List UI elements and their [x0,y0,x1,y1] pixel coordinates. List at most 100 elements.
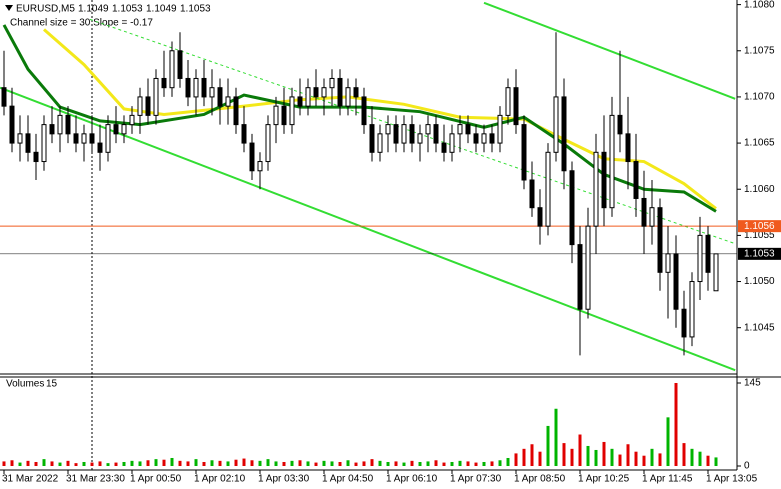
candle-body [553,96,559,153]
x-tick-label: 1 Apr 08:50 [514,474,566,485]
x-tick-label: 1 Apr 07:30 [450,474,502,485]
volume-bar [562,443,566,466]
volume-bar [114,462,118,466]
candle-body [441,142,447,153]
candle-body [633,161,639,199]
volume-bar [362,461,366,466]
volume-bar [594,449,598,466]
volume-bar [370,459,374,466]
candle-body [313,87,319,98]
x-tick-label: 1 Apr 11:45 [642,474,693,485]
candle-body [121,124,127,135]
candle-body [345,87,351,107]
volume-bar [10,460,14,466]
y-tick-label: 1.1070 [744,92,775,103]
symbol: EURUSD,M5 [16,4,75,15]
volume-bar [138,461,142,466]
x-tick-label: 1 Apr 00:50 [130,474,182,485]
volume-bar [634,451,638,466]
volume-bar [290,460,294,466]
volume-bar [714,457,718,466]
y-tick-label: 1.1050 [744,276,775,287]
candle-body [377,133,383,153]
overlay-line [43,28,717,210]
candle-body [665,253,671,273]
candle-body [297,96,303,107]
volume-tick-label: 145 [744,378,761,389]
volume-bar [186,461,190,466]
volume-bar [146,460,150,466]
candle-body [41,124,47,163]
candle-body [57,114,63,135]
candle-body [385,124,391,135]
volume-bar [274,461,278,466]
volume-bar [626,444,630,466]
candle-body [105,124,111,153]
volume-bar [418,461,422,466]
x-tick-label: 31 Mar 23:30 [66,474,125,485]
volume-bar [250,460,254,466]
candle-body [481,133,487,144]
candle-body [81,133,87,144]
volume-bar [410,460,414,466]
candle-body [129,114,135,126]
volume-bar [218,460,222,466]
candle-body [593,151,599,227]
x-tick-label: 1 Apr 06:10 [386,474,438,485]
volume-bar [82,461,86,466]
volume-bar [546,425,550,466]
volume-bar [42,459,46,466]
candle-body [113,124,119,135]
volume-bar [178,460,182,466]
volume-bar [650,448,654,466]
volume-bar [282,461,286,466]
candle-body [369,124,375,153]
candle-body [9,105,15,144]
candle-body [577,244,583,310]
candle-body [657,207,663,273]
y-tick-label: 1.1060 [744,184,775,195]
candle-body [681,308,687,338]
volume-bar [610,448,614,466]
candle-body [489,133,495,144]
x-tick-label: 31 Mar 2022 [2,474,59,485]
volume-bar [330,461,334,466]
volume-bar [202,461,206,466]
volume-bar [66,460,70,466]
volume-bar [698,451,702,466]
candle-body [505,87,511,116]
candle-body [497,114,503,144]
candle-body [209,87,215,98]
candle-body [89,133,95,144]
volume-bar [674,383,678,466]
annotation: Channel size = 30 Slope = -0.17 [10,18,153,29]
y-tick-label: 1.1080 [744,0,775,10]
volume-bar [266,459,270,466]
volume-tick-label: 0 [744,461,750,472]
x-tick-label: 1 Apr 10:25 [578,474,630,485]
candle-body [529,179,535,209]
candle-body [265,124,271,163]
candle-body [49,124,55,135]
volume-bar [522,448,526,466]
candle-body [425,124,431,135]
volume-bar [90,462,94,466]
volume-bar [474,462,478,466]
volume-bar [666,417,670,466]
candle-body [689,281,695,338]
volume-bar [346,460,350,466]
volume-bar [466,461,470,466]
candle-body [513,87,519,126]
candle-body [161,77,167,89]
volume-bar [490,461,494,466]
price-label: 1.1053 [744,248,775,259]
volume-bar [498,460,502,466]
volume-bar [570,448,574,466]
volume-label: Volumes [6,379,44,390]
volume-bar [434,460,438,466]
candle-body [97,142,103,153]
candle-body [457,124,463,135]
candle-body [545,151,551,227]
volume-bar [194,459,198,466]
